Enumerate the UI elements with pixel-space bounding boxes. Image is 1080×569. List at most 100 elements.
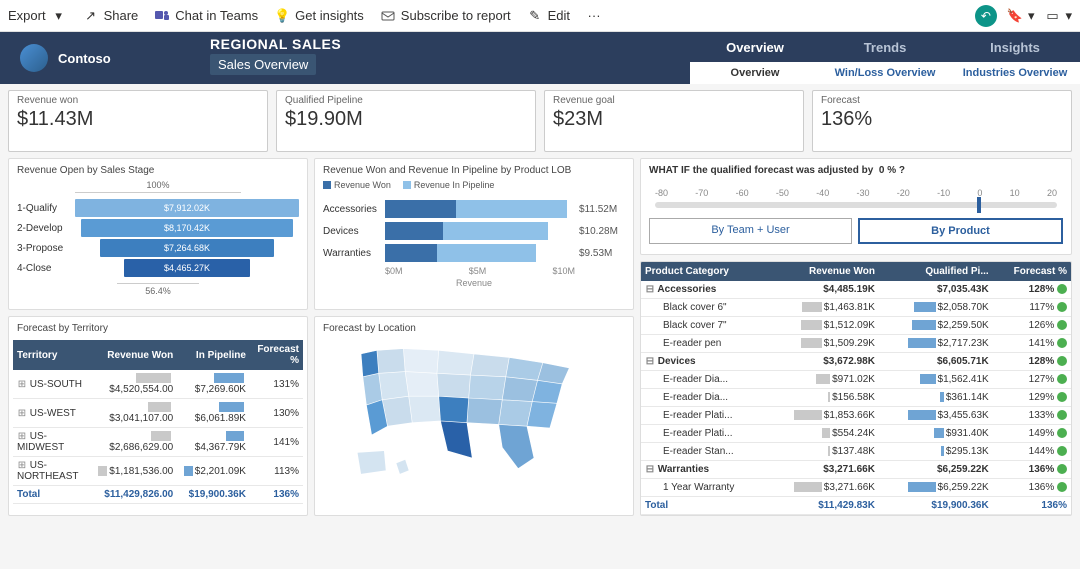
- lob-seg-won[interactable]: [385, 244, 437, 262]
- table-row[interactable]: E-reader pen $1,509.29K $2,717.23K 141%: [641, 335, 1071, 353]
- expand-icon[interactable]: ⊞: [17, 460, 27, 471]
- kpi-value: $23M: [553, 108, 795, 131]
- lob-legend: Revenue Won Revenue In Pipeline: [323, 180, 625, 190]
- stage-track: $7,912.02K: [75, 199, 299, 217]
- get-insights-button[interactable]: 💡 Get insights: [274, 8, 364, 24]
- nav-insights[interactable]: Insights Industries Overview: [950, 32, 1080, 84]
- databar: [828, 446, 830, 456]
- stage-bar[interactable]: $8,170.42K: [81, 219, 294, 237]
- location-map-tile[interactable]: Forecast by Location: [314, 316, 634, 516]
- table-row[interactable]: E-reader Plati... $1,853.66K $3,455.63K …: [641, 407, 1071, 425]
- databar: [908, 482, 936, 492]
- databar: [802, 302, 822, 312]
- subscribe-icon: [380, 8, 396, 24]
- lob-chart-tile[interactable]: Revenue Won and Revenue In Pipeline by P…: [314, 158, 634, 310]
- lob-seg-pipe[interactable]: [456, 200, 567, 218]
- col-rw[interactable]: Revenue Won: [91, 340, 177, 370]
- stage-label: 2-Develop: [17, 223, 75, 234]
- lob-track: [385, 222, 575, 240]
- collapse-icon[interactable]: ⊟: [645, 356, 655, 367]
- col-territory[interactable]: Territory: [13, 340, 91, 370]
- legend-pipe: Revenue In Pipeline: [414, 180, 495, 190]
- kpi-forecast[interactable]: Forecast 136%: [812, 90, 1072, 152]
- nav-overview[interactable]: Overview Overview: [690, 32, 820, 84]
- stage-bar[interactable]: $7,264.68K: [100, 239, 275, 257]
- export-menu[interactable]: Export ▾: [8, 8, 67, 24]
- chevron-down-icon: ▾: [51, 8, 67, 24]
- by-team-button[interactable]: By Team + User: [649, 218, 852, 244]
- by-product-button[interactable]: By Product: [858, 218, 1063, 244]
- territory-table-tile[interactable]: Forecast by Territory Territory Revenue …: [8, 316, 308, 516]
- stage-bar[interactable]: $4,465.27K: [124, 259, 249, 277]
- whatif-slider[interactable]: [655, 202, 1057, 208]
- status-dot: [1057, 302, 1067, 312]
- total-row: Total$11,429,826.00$19,900.36K136%: [13, 486, 303, 504]
- collapse-icon[interactable]: ⊟: [645, 284, 655, 295]
- expand-icon[interactable]: ⊞: [17, 379, 27, 390]
- refresh-button[interactable]: ↶: [975, 5, 997, 27]
- nav-trends[interactable]: Trends Win/Loss Overview: [820, 32, 950, 84]
- lob-seg-won[interactable]: [385, 222, 443, 240]
- status-dot: [1057, 428, 1067, 438]
- view-menu[interactable]: ▭▾: [1044, 8, 1072, 24]
- ellipsis-icon: ···: [586, 8, 602, 24]
- col-qp[interactable]: Qualified Pi...: [879, 262, 993, 281]
- whatif-text: WHAT IF the qualified forecast was adjus…: [649, 165, 873, 176]
- kpi-row: Revenue won $11.43M Qualified Pipeline $…: [8, 90, 1072, 152]
- edit-button[interactable]: ✎ Edit: [527, 8, 570, 24]
- xtick: $0M: [385, 266, 403, 276]
- lob-seg-won[interactable]: [385, 200, 456, 218]
- table-row[interactable]: E-reader Plati... $554.24K $931.40K 149%: [641, 425, 1071, 443]
- nav-top-insights: Insights: [950, 32, 1080, 62]
- lob-row: Warranties $9.53M: [323, 244, 625, 262]
- col-rw[interactable]: Revenue Won: [765, 262, 879, 281]
- col-fc[interactable]: Forecast %: [993, 262, 1071, 281]
- nav-bot-industries: Industries Overview: [950, 62, 1080, 84]
- subscribe-button[interactable]: Subscribe to report: [380, 8, 511, 24]
- category-row[interactable]: ⊟ Devices $3,672.98K$6,605.71K 128%: [641, 353, 1071, 371]
- report-body: Revenue won $11.43M Qualified Pipeline $…: [0, 84, 1080, 522]
- share-button[interactable]: ↗ Share: [83, 8, 139, 24]
- col-ip[interactable]: In Pipeline: [177, 340, 250, 370]
- kpi-label: Revenue won: [17, 95, 259, 106]
- more-menu[interactable]: ···: [586, 8, 602, 24]
- slider-tick: -70: [695, 188, 708, 198]
- table-row[interactable]: ⊞ US-NORTHEAST $1,181,536.00 $2,201.09K …: [13, 457, 303, 486]
- kpi-qualified-pipeline[interactable]: Qualified Pipeline $19.90M: [276, 90, 536, 152]
- table-row[interactable]: ⊞ US-SOUTH $4,520,554.00 $7,269.60K 131%: [13, 370, 303, 399]
- table-row[interactable]: 1 Year Warranty $3,271.66K $6,259.22K 13…: [641, 479, 1071, 497]
- kpi-revenue-goal[interactable]: Revenue goal $23M: [544, 90, 804, 152]
- table-row[interactable]: E-reader Dia... $156.58K $361.14K 129%: [641, 389, 1071, 407]
- lob-seg-pipe[interactable]: [443, 222, 548, 240]
- table-row[interactable]: E-reader Stan... $137.48K $295.13K 144%: [641, 443, 1071, 461]
- pencil-icon: ✎: [527, 8, 543, 24]
- whatif-tile[interactable]: WHAT IF the qualified forecast was adjus…: [640, 158, 1072, 255]
- lob-seg-pipe[interactable]: [437, 244, 536, 262]
- stage-track: $7,264.68K: [75, 239, 299, 257]
- bookmark-menu[interactable]: 🔖▾: [1007, 8, 1035, 24]
- teams-icon: [154, 8, 170, 24]
- table-row[interactable]: ⊞ US-WEST $3,041,107.00 $6,061.89K 130%: [13, 399, 303, 428]
- collapse-icon[interactable]: ⊟: [645, 464, 655, 475]
- header-titles: REGIONAL SALES Sales Overview: [200, 32, 351, 84]
- expand-icon[interactable]: ⊞: [17, 431, 27, 442]
- slider-thumb[interactable]: [977, 197, 981, 213]
- table-row[interactable]: ⊞ US-MIDWEST $2,686,629.00 $4,367.79K 14…: [13, 428, 303, 457]
- chat-teams-button[interactable]: Chat in Teams: [154, 8, 258, 24]
- stage-bar[interactable]: $7,912.02K: [75, 199, 299, 217]
- category-row[interactable]: ⊟ Warranties $3,271.66K$6,259.22K 136%: [641, 461, 1071, 479]
- kpi-revenue-won[interactable]: Revenue won $11.43M: [8, 90, 268, 152]
- category-row[interactable]: ⊟ Accessories $4,485.19K$7,035.43K 128%: [641, 281, 1071, 299]
- expand-icon[interactable]: ⊞: [17, 408, 27, 419]
- product-table-tile[interactable]: Product Category Revenue Won Qualified P…: [640, 261, 1072, 516]
- databar: [151, 431, 172, 441]
- table-row[interactable]: E-reader Dia... $971.02K $1,562.41K 127%: [641, 371, 1071, 389]
- table-row[interactable]: Black cover 6" $1,463.81K $2,058.70K 117…: [641, 299, 1071, 317]
- kpi-label: Forecast: [821, 95, 1063, 106]
- databar: [801, 320, 821, 330]
- whatif-buttons: By Team + User By Product: [649, 218, 1063, 244]
- table-row[interactable]: Black cover 7" $1,512.09K $2,259.50K 126…: [641, 317, 1071, 335]
- col-fc[interactable]: Forecast %: [250, 340, 303, 370]
- col-product[interactable]: Product Category: [641, 262, 765, 281]
- stage-funnel-tile[interactable]: Revenue Open by Sales Stage 100% 1-Quali…: [8, 158, 308, 310]
